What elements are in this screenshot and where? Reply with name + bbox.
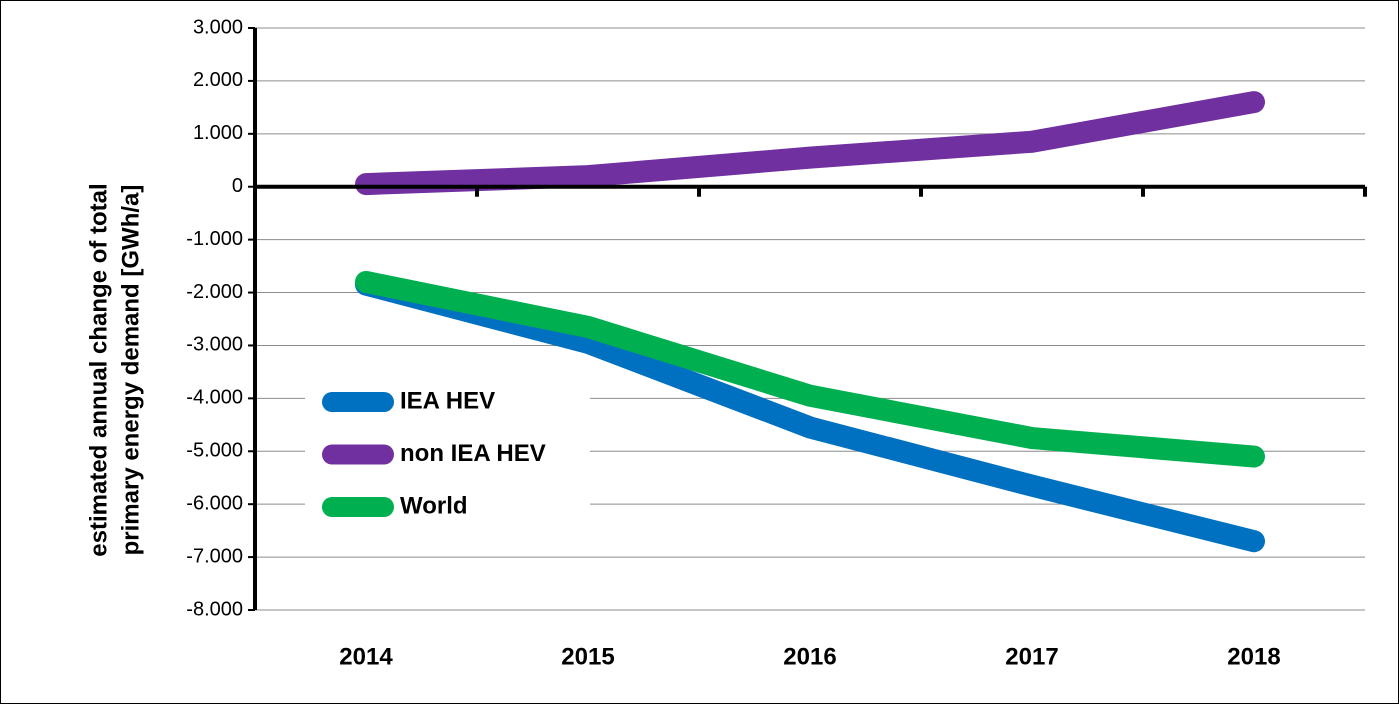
x-tick-label: 2018 (1227, 643, 1280, 670)
legend: IEA HEV non IEA HEV World (305, 376, 590, 534)
x-tick-label: 2016 (783, 643, 836, 670)
y-tick-label: -4.000 (186, 387, 243, 409)
axes: -8.000 -7.000 -6.000 -5.000 -4.000 -3.000 -2.0… (85, 16, 1367, 670)
y-axis-title: primary energy demand [GWh/a] (117, 185, 144, 556)
series-line (355, 91, 1265, 196)
legend-label: non IEA HEV (400, 440, 546, 467)
y-tick-label: -7.000 (186, 545, 243, 567)
x-tick-label: 2017 (1005, 643, 1058, 670)
plot-lines (355, 91, 1265, 553)
y-tick-label: 1.000 (193, 122, 243, 144)
y-tick-label: -5.000 (186, 440, 243, 462)
x-tick-label: 2015 (561, 643, 614, 670)
legend-label: World (400, 492, 468, 519)
x-tick-label: 2014 (339, 643, 393, 670)
y-tick-label: -2.000 (186, 281, 243, 303)
y-tick-label: -3.000 (186, 334, 243, 356)
series-line (355, 273, 1265, 553)
y-tick-label: 3.000 (193, 16, 243, 38)
series-line (355, 270, 1265, 468)
legend-label: IEA HEV (400, 387, 495, 414)
y-tick-label: -6.000 (186, 492, 243, 514)
y-tick-label: -8.000 (186, 598, 243, 620)
y-tick-label: 2.000 (193, 69, 243, 91)
y-tick-label: -1.000 (186, 228, 243, 250)
y-axis-title: estimated annual change of total (85, 183, 112, 556)
y-tick-label: 0 (232, 175, 243, 197)
